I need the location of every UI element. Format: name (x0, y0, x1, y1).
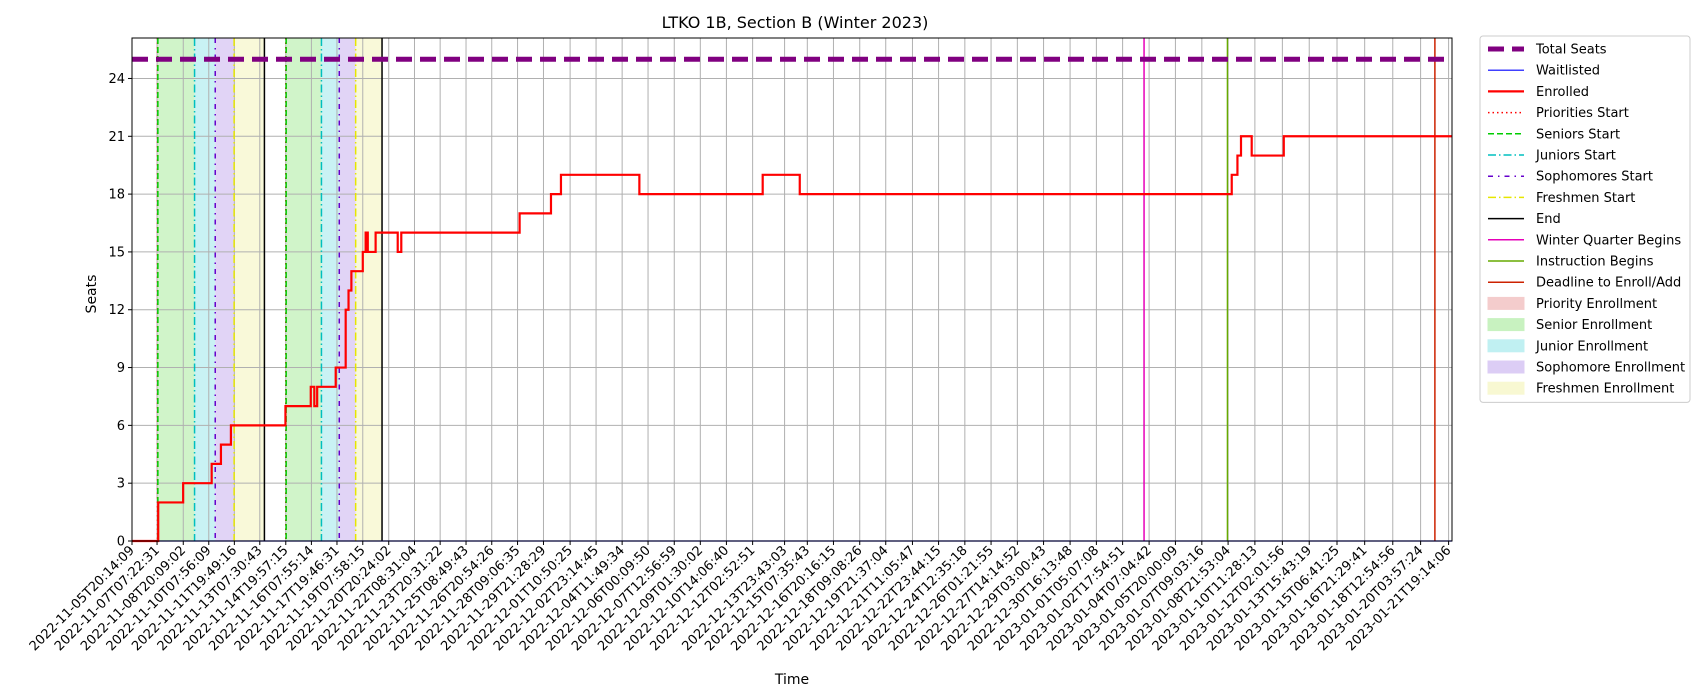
legend-swatch (1487, 339, 1525, 353)
legend-label: Waitlisted (1536, 64, 1600, 79)
legend: Total Seats Waitlisted Enrolled Priorities … (1479, 35, 1691, 403)
legend-label: Priorities Start (1536, 106, 1629, 121)
legend-swatch (1487, 318, 1525, 332)
legend-box (1479, 35, 1691, 403)
legend-label: Enrolled (1536, 85, 1589, 100)
y-tick-label: 18 (108, 188, 125, 203)
span-senior-enrollment (286, 38, 322, 541)
span-junior-enrollment (321, 38, 340, 541)
x-axis-ticks: 2022-11-05T20:14:092022-11-07T07:22:3120… (27, 541, 1454, 654)
legend-label: Winter Quarter Begins (1536, 233, 1681, 248)
y-tick-label: 24 (108, 72, 125, 87)
legend-label: Instruction Begins (1536, 255, 1654, 270)
legend-label: Freshmen Enrollment (1536, 382, 1674, 397)
legend-swatch (1487, 360, 1525, 374)
legend-label: End (1536, 212, 1561, 227)
legend-swatch (1487, 381, 1525, 395)
legend-label: Juniors Start (1535, 149, 1616, 164)
span-sophomore-enrollment (215, 38, 235, 541)
legend-label: Sophomores Start (1536, 170, 1653, 185)
span-priority-enrollment (157, 38, 158, 541)
span-freshmen-enrollment (355, 38, 383, 541)
legend-label: Priority Enrollment (1536, 297, 1657, 312)
span-senior-enrollment (157, 38, 195, 541)
event-lines (156, 38, 1436, 541)
legend-label: Sophomore Enrollment (1536, 361, 1685, 376)
legend-swatch (1487, 296, 1525, 310)
y-axis-label: Seats (84, 275, 100, 314)
legend-label: Total Seats (1535, 43, 1607, 58)
y-tick-label: 21 (108, 130, 125, 145)
legend-label: Junior Enrollment (1535, 339, 1648, 354)
y-tick-label: 0 (117, 535, 125, 550)
plot-frame (131, 37, 1453, 542)
legend-label: Freshmen Start (1536, 191, 1635, 206)
legend-label: Senior Enrollment (1536, 318, 1652, 333)
enrollment-spans (157, 38, 383, 541)
y-axis-ticks: 0 3 6 9 12 15 18 21 24 (108, 72, 132, 550)
series-enrolled (132, 135, 1452, 543)
y-tick-label: 6 (117, 419, 125, 434)
y-tick-label: 12 (108, 303, 125, 318)
y-tick-label: 15 (108, 245, 125, 260)
legend-label: Deadline to Enroll/Add (1536, 276, 1681, 291)
y-tick-label: 3 (117, 477, 125, 492)
span-junior-enrollment (194, 38, 216, 541)
y-tick-label: 9 (117, 361, 125, 376)
legend-label: Seniors Start (1536, 127, 1620, 142)
chart-title: LTKO 1B, Section B (Winter 2023) (662, 13, 929, 32)
x-axis-label: Time (774, 672, 809, 688)
